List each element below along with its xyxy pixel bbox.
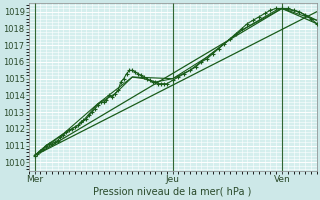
X-axis label: Pression niveau de la mer( hPa ): Pression niveau de la mer( hPa ) <box>93 187 252 197</box>
